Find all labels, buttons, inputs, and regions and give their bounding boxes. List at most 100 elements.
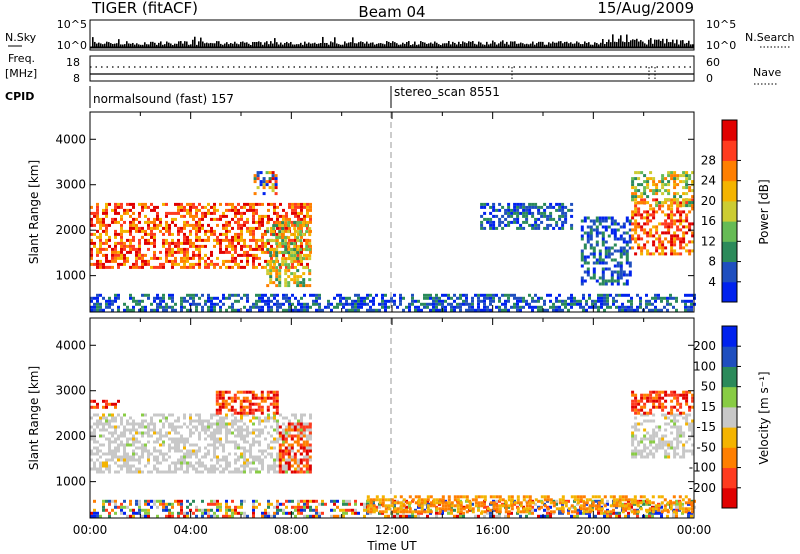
- echo-cell: [643, 449, 647, 453]
- echo-cell: [96, 259, 99, 263]
- echo-cell: [219, 437, 222, 441]
- echo-cell: [613, 243, 617, 247]
- echo-cell: [213, 308, 216, 312]
- echo-cell: [609, 293, 612, 297]
- echo-cell: [519, 299, 522, 303]
- echo-cell: [432, 504, 436, 508]
- echo-cell: [333, 508, 336, 512]
- nsky-bar: [94, 41, 96, 47]
- echo-cell: [655, 192, 659, 196]
- echo-cell: [507, 510, 511, 514]
- echo-cell: [660, 495, 664, 499]
- echo-cell: [192, 425, 195, 429]
- echo-cell: [123, 211, 126, 215]
- echo-cell: [258, 226, 261, 230]
- echo-cell: [408, 501, 412, 505]
- echo-cell: [171, 502, 174, 506]
- echo-cell: [616, 276, 620, 280]
- echo-cell: [594, 302, 597, 306]
- echo-cell: [387, 299, 390, 303]
- echo-cell: [274, 174, 278, 178]
- echo-cell: [120, 443, 123, 447]
- echo-cell: [165, 431, 168, 435]
- echo-cell: [558, 305, 561, 309]
- echo-cell: [609, 305, 612, 309]
- echo-cell: [132, 202, 135, 206]
- echo-cell: [105, 223, 108, 227]
- echo-cell: [225, 455, 228, 459]
- echo-cell: [216, 502, 219, 506]
- echo-cell: [637, 195, 641, 199]
- echo-cell: [285, 464, 288, 468]
- nsky-bar: [606, 42, 608, 47]
- echo-cell: [231, 208, 234, 212]
- echo-cell: [555, 208, 559, 212]
- colorbar-swatch: [722, 160, 737, 182]
- echo-cell: [237, 443, 240, 447]
- echo-cell: [108, 431, 111, 435]
- echo-cell: [216, 262, 219, 266]
- echo-cell: [363, 299, 366, 303]
- echo-cell: [198, 238, 201, 242]
- echo-cell: [673, 195, 677, 199]
- echo-cell: [93, 223, 96, 227]
- echo-cell: [272, 266, 276, 270]
- echo-cell: [302, 284, 306, 288]
- echo-cell: [673, 201, 677, 205]
- echo-cell: [90, 452, 93, 456]
- echo-cell: [180, 505, 183, 509]
- echo-cell: [240, 232, 243, 236]
- echo-cell: [288, 446, 291, 450]
- nsky-bar: [682, 40, 684, 47]
- echo-cell: [141, 431, 144, 435]
- echo-cell: [676, 234, 680, 238]
- echo-cell: [183, 461, 186, 465]
- echo-cell: [654, 507, 658, 511]
- echo-cell: [483, 296, 486, 300]
- echo-cell: [691, 240, 695, 244]
- echo-cell: [667, 171, 671, 175]
- echo-cell: [619, 246, 623, 250]
- echo-cell: [636, 501, 640, 505]
- echo-cell: [165, 308, 168, 312]
- echo-cell: [607, 267, 611, 271]
- echo-cell: [345, 508, 348, 512]
- echo-cell: [459, 495, 463, 499]
- echo-cell: [216, 508, 219, 512]
- echo-cell: [685, 213, 689, 217]
- echo-cell: [288, 247, 291, 251]
- echo-cell: [480, 220, 484, 224]
- echo-cell: [630, 510, 634, 514]
- echo-cell: [339, 299, 342, 303]
- echo-cell: [348, 308, 351, 312]
- echo-cell: [583, 261, 587, 265]
- echo-cell: [610, 228, 614, 232]
- echo-cell: [309, 437, 312, 441]
- echo-cell: [308, 257, 312, 261]
- echo-cell: [516, 507, 520, 511]
- echo-cell: [144, 202, 147, 206]
- echo-cell: [93, 440, 96, 444]
- echo-cell: [207, 434, 210, 438]
- echo-cell: [426, 302, 429, 306]
- echo-cell: [444, 507, 448, 511]
- echo-cell: [287, 236, 291, 240]
- echo-cell: [275, 251, 279, 255]
- echo-cell: [262, 180, 266, 184]
- echo-cell: [177, 437, 180, 441]
- echo-cell: [240, 470, 243, 474]
- echo-cell: [246, 449, 249, 453]
- echo-cell: [522, 208, 526, 212]
- echo-cell: [266, 221, 270, 225]
- nsky-bar: [286, 41, 288, 47]
- echo-cell: [691, 189, 695, 193]
- echo-cell: [543, 508, 546, 512]
- echo-cell: [102, 229, 105, 233]
- echo-cell: [230, 408, 234, 412]
- echo-cell: [610, 279, 614, 283]
- echo-cell: [234, 214, 237, 218]
- echo-cell: [396, 510, 400, 514]
- echo-cell: [303, 422, 306, 426]
- echo-cell: [204, 299, 207, 303]
- echo-cell: [586, 270, 590, 274]
